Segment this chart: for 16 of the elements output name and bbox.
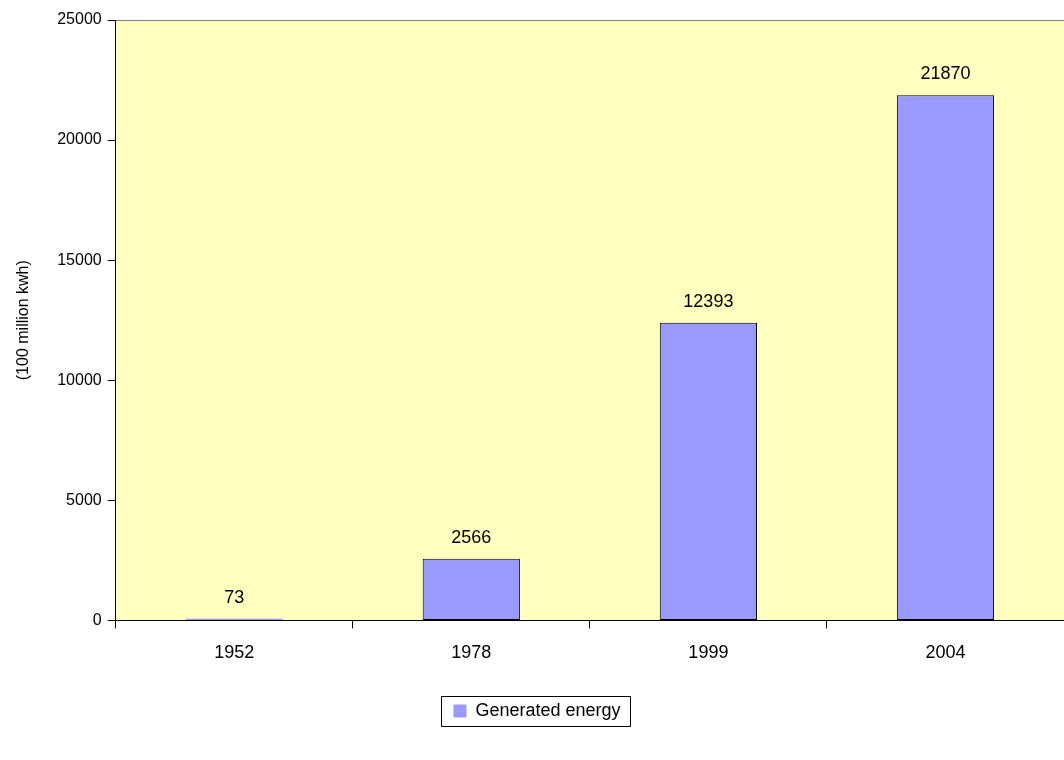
data-label: 21870 bbox=[920, 63, 971, 84]
x-tick-label: 1999 bbox=[688, 642, 729, 663]
x-tick-label: 2004 bbox=[925, 642, 966, 663]
data-label: 2566 bbox=[451, 526, 492, 547]
x-tick-label: 1978 bbox=[451, 642, 492, 663]
legend-label: Generated energy bbox=[475, 699, 621, 720]
y-tick-label: 0 bbox=[92, 610, 102, 628]
y-axis-title: (100 million kwh) bbox=[14, 260, 32, 381]
data-label: 73 bbox=[224, 586, 245, 607]
y-tick-label: 20000 bbox=[57, 130, 102, 148]
y-tick-label: 15000 bbox=[57, 250, 102, 268]
data-label: 12393 bbox=[683, 290, 734, 311]
x-tick-label: 1952 bbox=[214, 642, 255, 663]
y-tick-label: 25000 bbox=[57, 10, 102, 28]
y-tick-label: 5000 bbox=[66, 490, 102, 508]
y-tick-label: 10000 bbox=[57, 370, 102, 388]
